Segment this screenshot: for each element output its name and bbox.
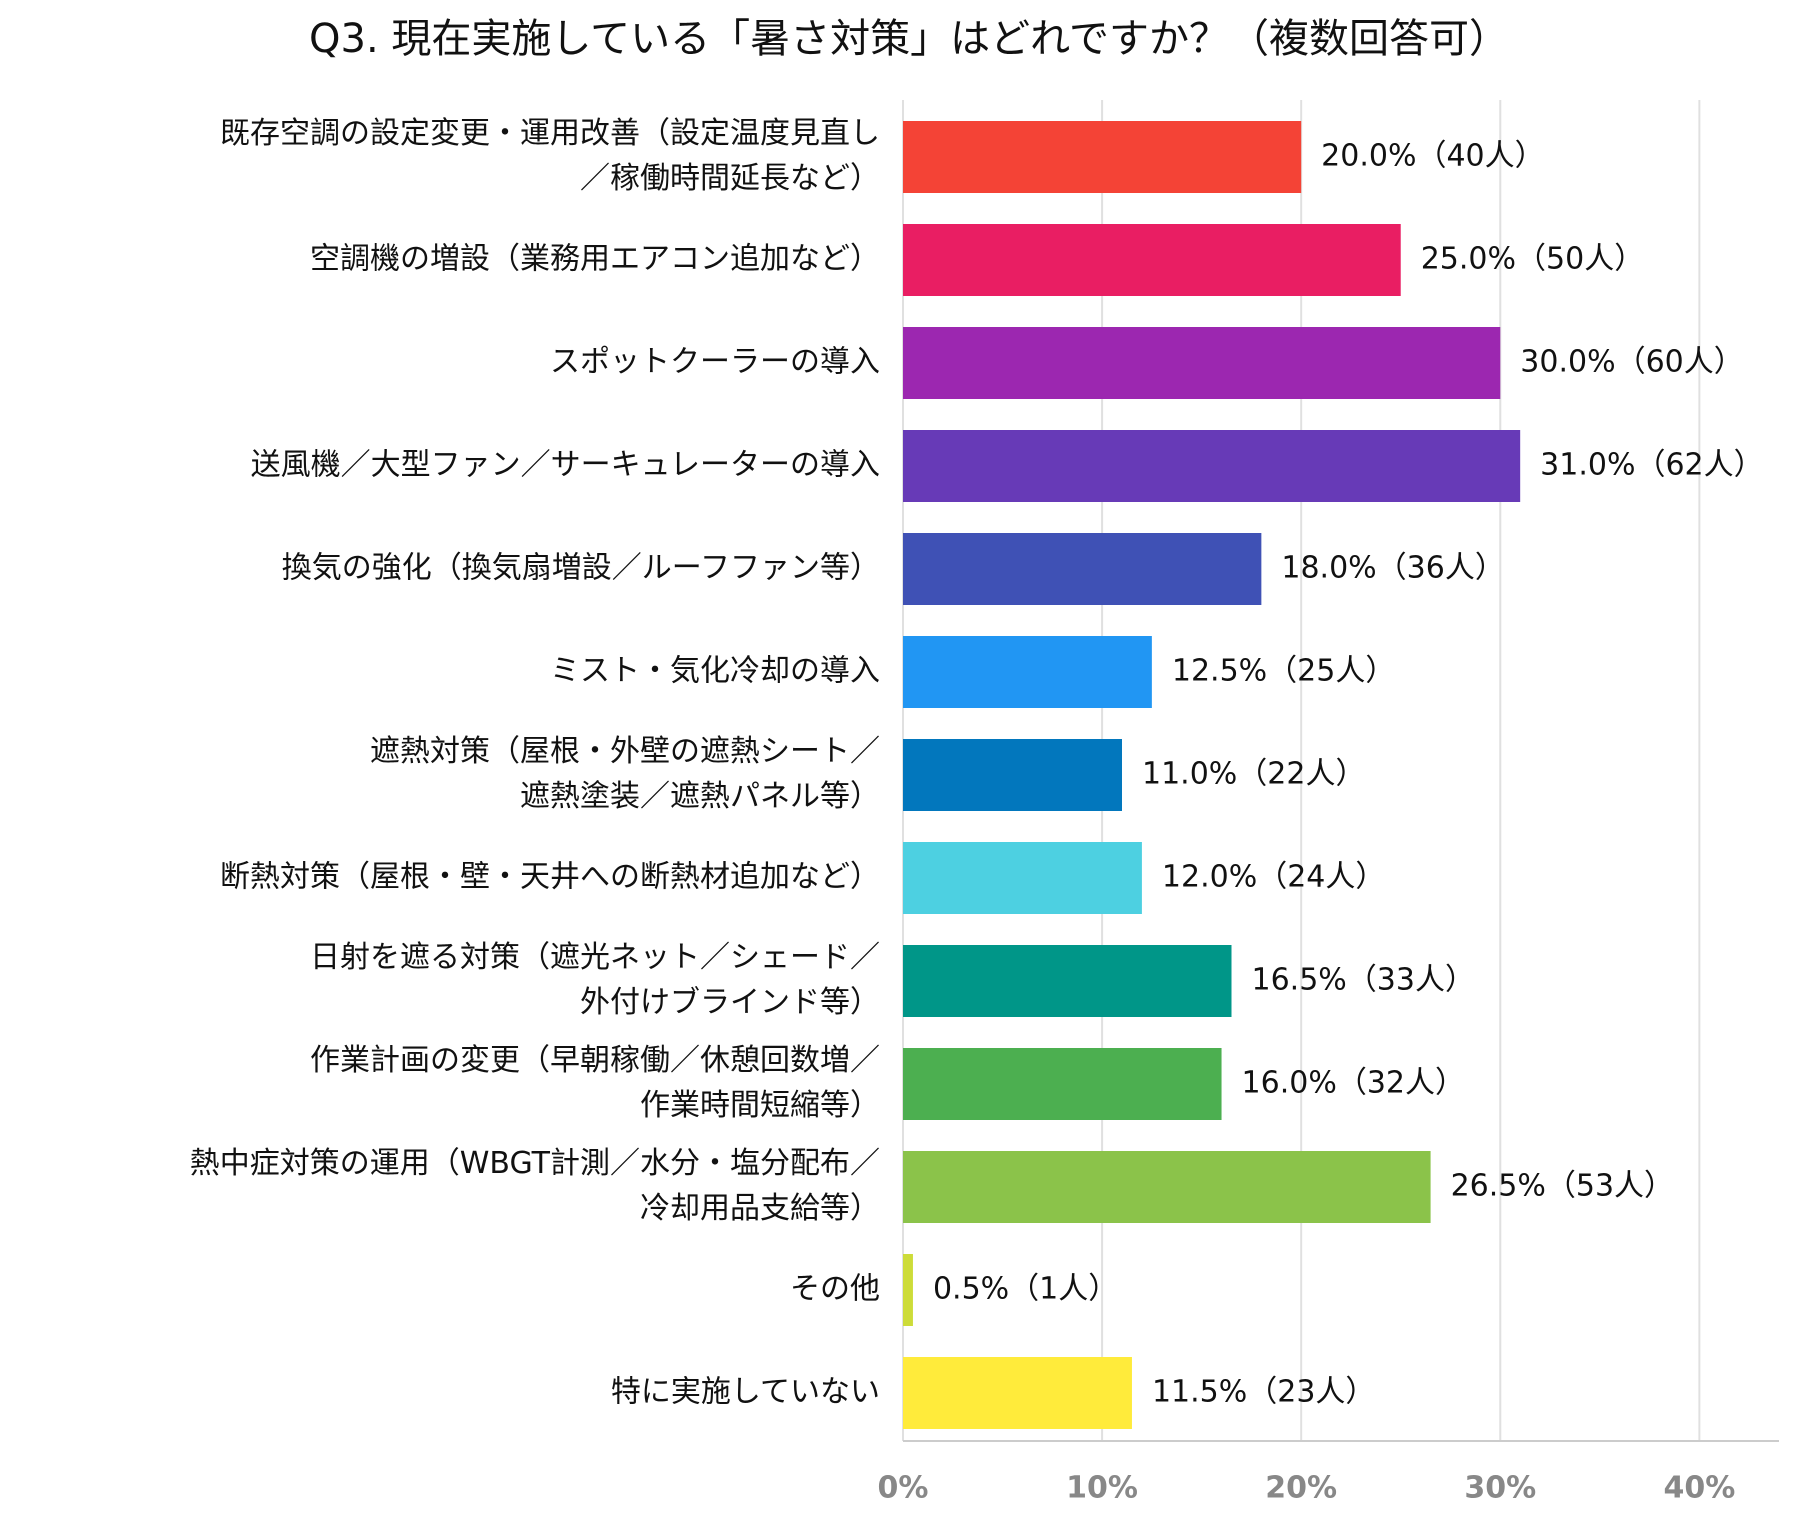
y-tick-label: 熱中症対策の運用（WBGT計測／水分・塩分配布／ [190, 1146, 880, 1181]
y-tick-label: 送風機／大型ファン／サーキュレーターの導入 [251, 448, 880, 483]
y-tick-label: 特に実施していない [611, 1375, 880, 1410]
y-tick-label: 空調機の増設（業務用エアコン追加など） [310, 242, 880, 277]
bar [903, 1151, 1431, 1223]
value-label: 0.5%（1人） [933, 1272, 1118, 1307]
x-tick-label: 30% [1464, 1471, 1536, 1506]
y-tick-label: 断熱対策（屋根・壁・天井への断熱材追加など） [220, 860, 880, 895]
bar [903, 533, 1262, 605]
value-label: 11.0%（22人） [1142, 757, 1365, 792]
bar [903, 1357, 1132, 1429]
y-tick-label: 冷却用品支給等） [640, 1191, 880, 1226]
value-label: 18.0%（36人） [1281, 551, 1504, 586]
value-label: 25.0%（50人） [1421, 242, 1644, 277]
y-tick-label: ／稼働時間延長など） [580, 161, 880, 196]
y-tick-label: ミスト・気化冷却の導入 [550, 654, 880, 689]
bar [903, 842, 1142, 914]
value-label: 30.0%（60人） [1520, 345, 1743, 380]
bar [903, 430, 1521, 502]
bar [903, 121, 1302, 193]
bar [903, 636, 1152, 708]
value-label: 16.5%（33人） [1252, 963, 1475, 998]
y-tick-label: 日射を遮る対策（遮光ネット／シェード／ [310, 940, 880, 975]
value-label: 12.0%（24人） [1162, 860, 1385, 895]
value-label: 26.5%（53人） [1451, 1169, 1674, 1204]
y-tick-label: 外付けブラインド等） [580, 985, 880, 1020]
bar [903, 1048, 1222, 1120]
y-tick-label: 換気の強化（換気扇増設／ルーフファン等） [282, 551, 880, 586]
x-tick-label: 0% [878, 1471, 929, 1506]
bar [903, 1254, 913, 1326]
value-label: 11.5%（23人） [1152, 1375, 1375, 1410]
y-tick-label: 作業計画の変更（早朝稼働／休憩回数増／ [310, 1043, 880, 1078]
x-tick-label: 40% [1663, 1471, 1735, 1506]
x-tick-label: 20% [1265, 1471, 1337, 1506]
y-tick-label: スポットクーラーの導入 [550, 345, 880, 380]
value-label: 31.0%（62人） [1540, 448, 1763, 483]
y-tick-label: その他 [790, 1272, 880, 1307]
x-tick-label: 10% [1066, 1471, 1138, 1506]
y-tick-label: 作業時間短縮等） [640, 1088, 880, 1123]
value-label: 12.5%（25人） [1172, 654, 1395, 689]
bar [903, 739, 1122, 811]
bar [903, 224, 1401, 296]
chart-title: Q3. 現在実施している「暑さ対策」はどれですか？（複数回答可） [309, 16, 1509, 62]
y-tick-label: 遮熱塗装／遮熱パネル等） [520, 779, 880, 814]
value-label: 20.0%（40人） [1321, 139, 1544, 174]
bar [903, 327, 1501, 399]
value-label: 16.0%（32人） [1242, 1066, 1465, 1101]
bar [903, 945, 1232, 1017]
y-tick-label: 既存空調の設定変更・運用改善（設定温度見直し [220, 116, 880, 151]
y-tick-label: 遮熱対策（屋根・外壁の遮熱シート／ [370, 734, 880, 769]
